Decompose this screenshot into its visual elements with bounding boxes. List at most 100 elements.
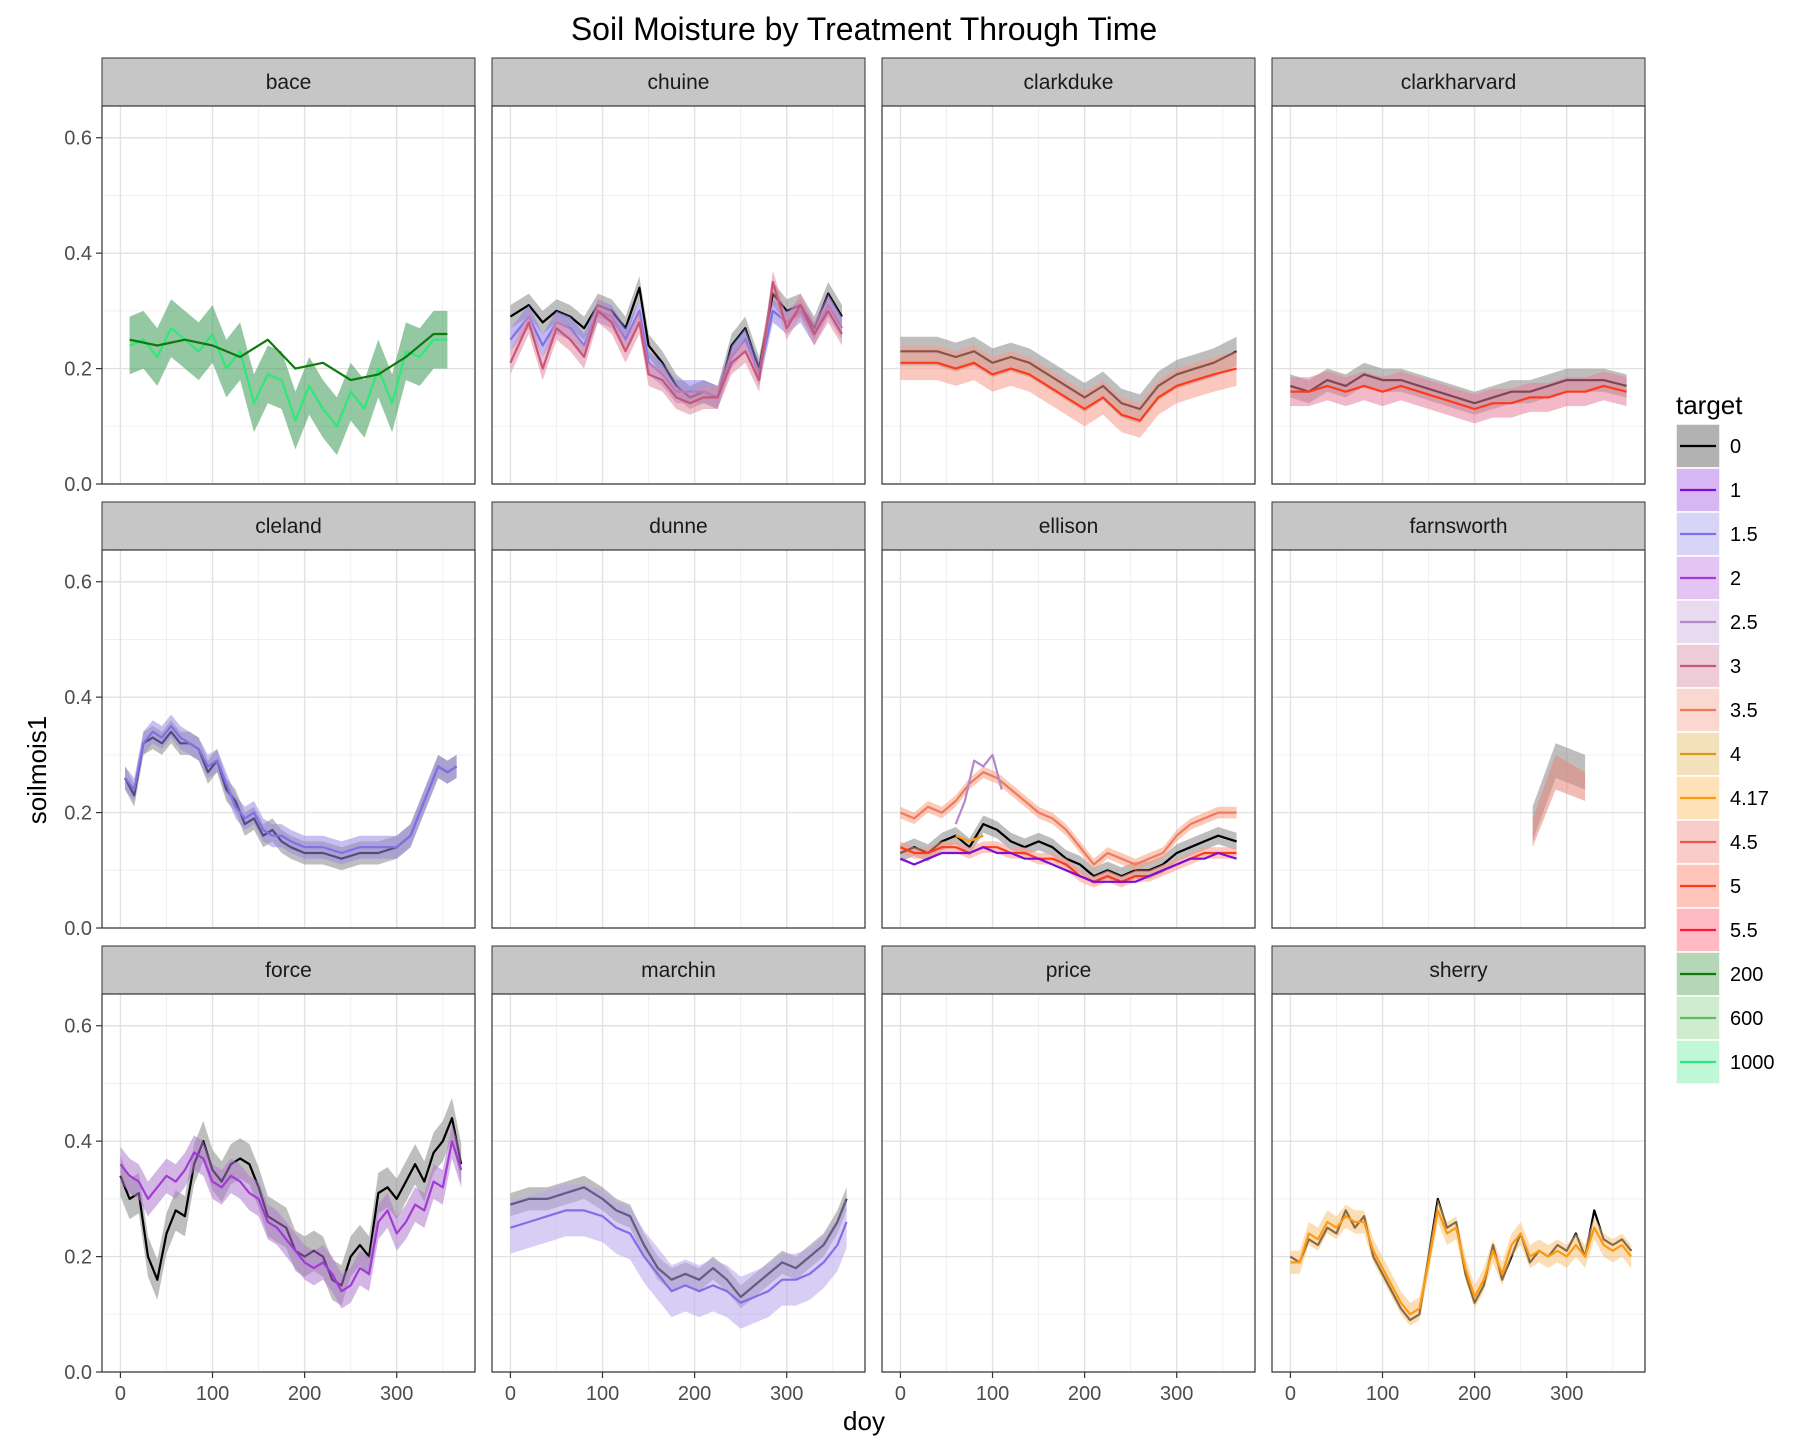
x-tick-label: 0: [895, 1383, 906, 1405]
y-tick-label: 0.6: [64, 128, 92, 150]
panel-border: [101, 549, 476, 929]
strip-chuine: [491, 57, 866, 107]
legend-label: 4.5: [1730, 832, 1758, 854]
y-tick-label: 0.2: [64, 359, 92, 381]
panel-clarkduke: clarkduke: [881, 57, 1256, 485]
x-tick-label: 200: [1458, 1383, 1491, 1405]
legend-label: 2: [1730, 568, 1741, 590]
strip-label: marchin: [641, 959, 716, 982]
x-tick-label: 300: [770, 1383, 803, 1405]
x-tick-label: 0: [1285, 1383, 1296, 1405]
series-line-4.17: [1290, 1209, 1633, 1316]
ribbon-4.5: [1532, 754, 1586, 848]
strip-clarkharvard: [1271, 57, 1646, 107]
chart-title: Soil Moisture by Treatment Through Time: [571, 11, 1157, 47]
panel-dunne: dunne: [491, 501, 866, 929]
plot-background: [882, 106, 1255, 484]
y-tick-label: 0.0: [64, 474, 92, 496]
series-line-1000: [129, 327, 448, 428]
strip-label: clarkduke: [1024, 71, 1114, 94]
x-tick-label: 200: [678, 1383, 711, 1405]
strip-bace: [101, 57, 476, 107]
panel-border: [101, 105, 476, 485]
legend-label: 0: [1730, 436, 1741, 458]
x-tick-label: 100: [976, 1383, 1009, 1405]
legend-item-2.5: 2.5: [1675, 599, 1758, 645]
series-line-3: [509, 280, 843, 405]
strip-label: dunne: [649, 515, 707, 538]
x-tick-label: 100: [1366, 1383, 1399, 1405]
y-tick-label: 0.0: [64, 918, 92, 940]
panel-border: [1271, 105, 1646, 485]
panel-border: [881, 549, 1256, 929]
panel-border: [881, 105, 1256, 485]
plot-background: [1272, 106, 1645, 484]
panel-sherry: sherry 0 100 200 300: [1271, 945, 1646, 1405]
series-line-2.5: [954, 753, 1003, 825]
legend-item-4: 4: [1675, 731, 1741, 777]
panel-ellison: ellison: [881, 501, 1256, 929]
legend-item-3: 3: [1675, 643, 1741, 689]
strip-label: cleland: [255, 515, 322, 538]
panel-marchin: marchin 0 100 200 300: [491, 945, 866, 1405]
legend-label: 4: [1730, 744, 1741, 766]
legend: target 0 1 1.5 2 2.5 3 3.5 4 4.17 4.5 5 5.5 200 600 100…: [1675, 390, 1775, 1085]
ribbon-2: [120, 1123, 462, 1309]
legend-label: 5: [1730, 876, 1741, 898]
legend-label: 1.5: [1730, 524, 1758, 546]
panel-border: [881, 993, 1256, 1373]
ribbon-5: [1290, 371, 1627, 424]
strip-sherry: [1271, 945, 1646, 995]
legend-label: 4.17: [1730, 788, 1769, 810]
legend-item-1.5: 1.5: [1675, 511, 1758, 557]
ribbon-5: [900, 841, 1237, 888]
ribbon-1.5: [125, 714, 457, 865]
panel-clarkharvard: clarkharvard: [1271, 57, 1646, 485]
legend-item-1: 1: [1675, 467, 1741, 513]
ribbon-0: [900, 815, 1237, 885]
plot-background: [492, 550, 865, 928]
y-tick-label: 0.2: [64, 1247, 92, 1269]
panel-border: [491, 105, 866, 485]
strip-price: [881, 945, 1256, 995]
legend-label: 3.5: [1730, 700, 1758, 722]
strip-label: force: [265, 959, 312, 982]
y-tick-label: 0.2: [64, 803, 92, 825]
y-tick-label: 0.4: [64, 243, 92, 265]
panel-bace: bace 0.0 0.2 0.4 0.6: [64, 57, 476, 496]
strip-label: chuine: [648, 71, 710, 94]
strip-farnsworth: [1271, 501, 1646, 551]
legend-label: 2.5: [1730, 612, 1758, 634]
x-tick-label: 200: [1068, 1383, 1101, 1405]
legend-item-1000: 1000: [1675, 1039, 1775, 1085]
plot-background: [882, 994, 1255, 1372]
x-tick-label: 300: [1160, 1383, 1193, 1405]
panel-cleland: cleland 0.0 0.2 0.4 0.6: [64, 501, 476, 940]
legend-item-5.5: 5.5: [1675, 907, 1758, 953]
legend-label: 1: [1730, 480, 1741, 502]
y-tick-label: 0.4: [64, 1131, 92, 1153]
panel-border: [1271, 993, 1646, 1373]
panel-chuine: chuine: [491, 57, 866, 485]
facet-panels: bace 0.0 0.2 0.4 0.6 chuine clarkduke clarkharv…: [64, 57, 1646, 1405]
legend-title: target: [1676, 390, 1743, 420]
series-line-5: [900, 361, 1237, 422]
y-axis-title: soilmois1: [22, 716, 52, 824]
legend-item-600: 600: [1675, 995, 1763, 1041]
legend-item-5: 5: [1675, 863, 1741, 909]
x-tick-label: 100: [586, 1383, 619, 1405]
series-line-1.5: [124, 724, 458, 855]
plot-background: [492, 994, 865, 1372]
y-tick-label: 0.6: [64, 572, 92, 594]
legend-item-2: 2: [1675, 555, 1741, 601]
series-line-1: [899, 846, 1237, 883]
y-tick-label: 0.6: [64, 1016, 92, 1038]
legend-label: 3: [1730, 656, 1741, 678]
plot-background: [1272, 550, 1645, 928]
panel-border: [101, 993, 476, 1373]
x-tick-label: 300: [1550, 1383, 1583, 1405]
plot-background: [492, 106, 865, 484]
x-tick-label: 0: [505, 1383, 516, 1405]
legend-label: 200: [1730, 964, 1763, 986]
